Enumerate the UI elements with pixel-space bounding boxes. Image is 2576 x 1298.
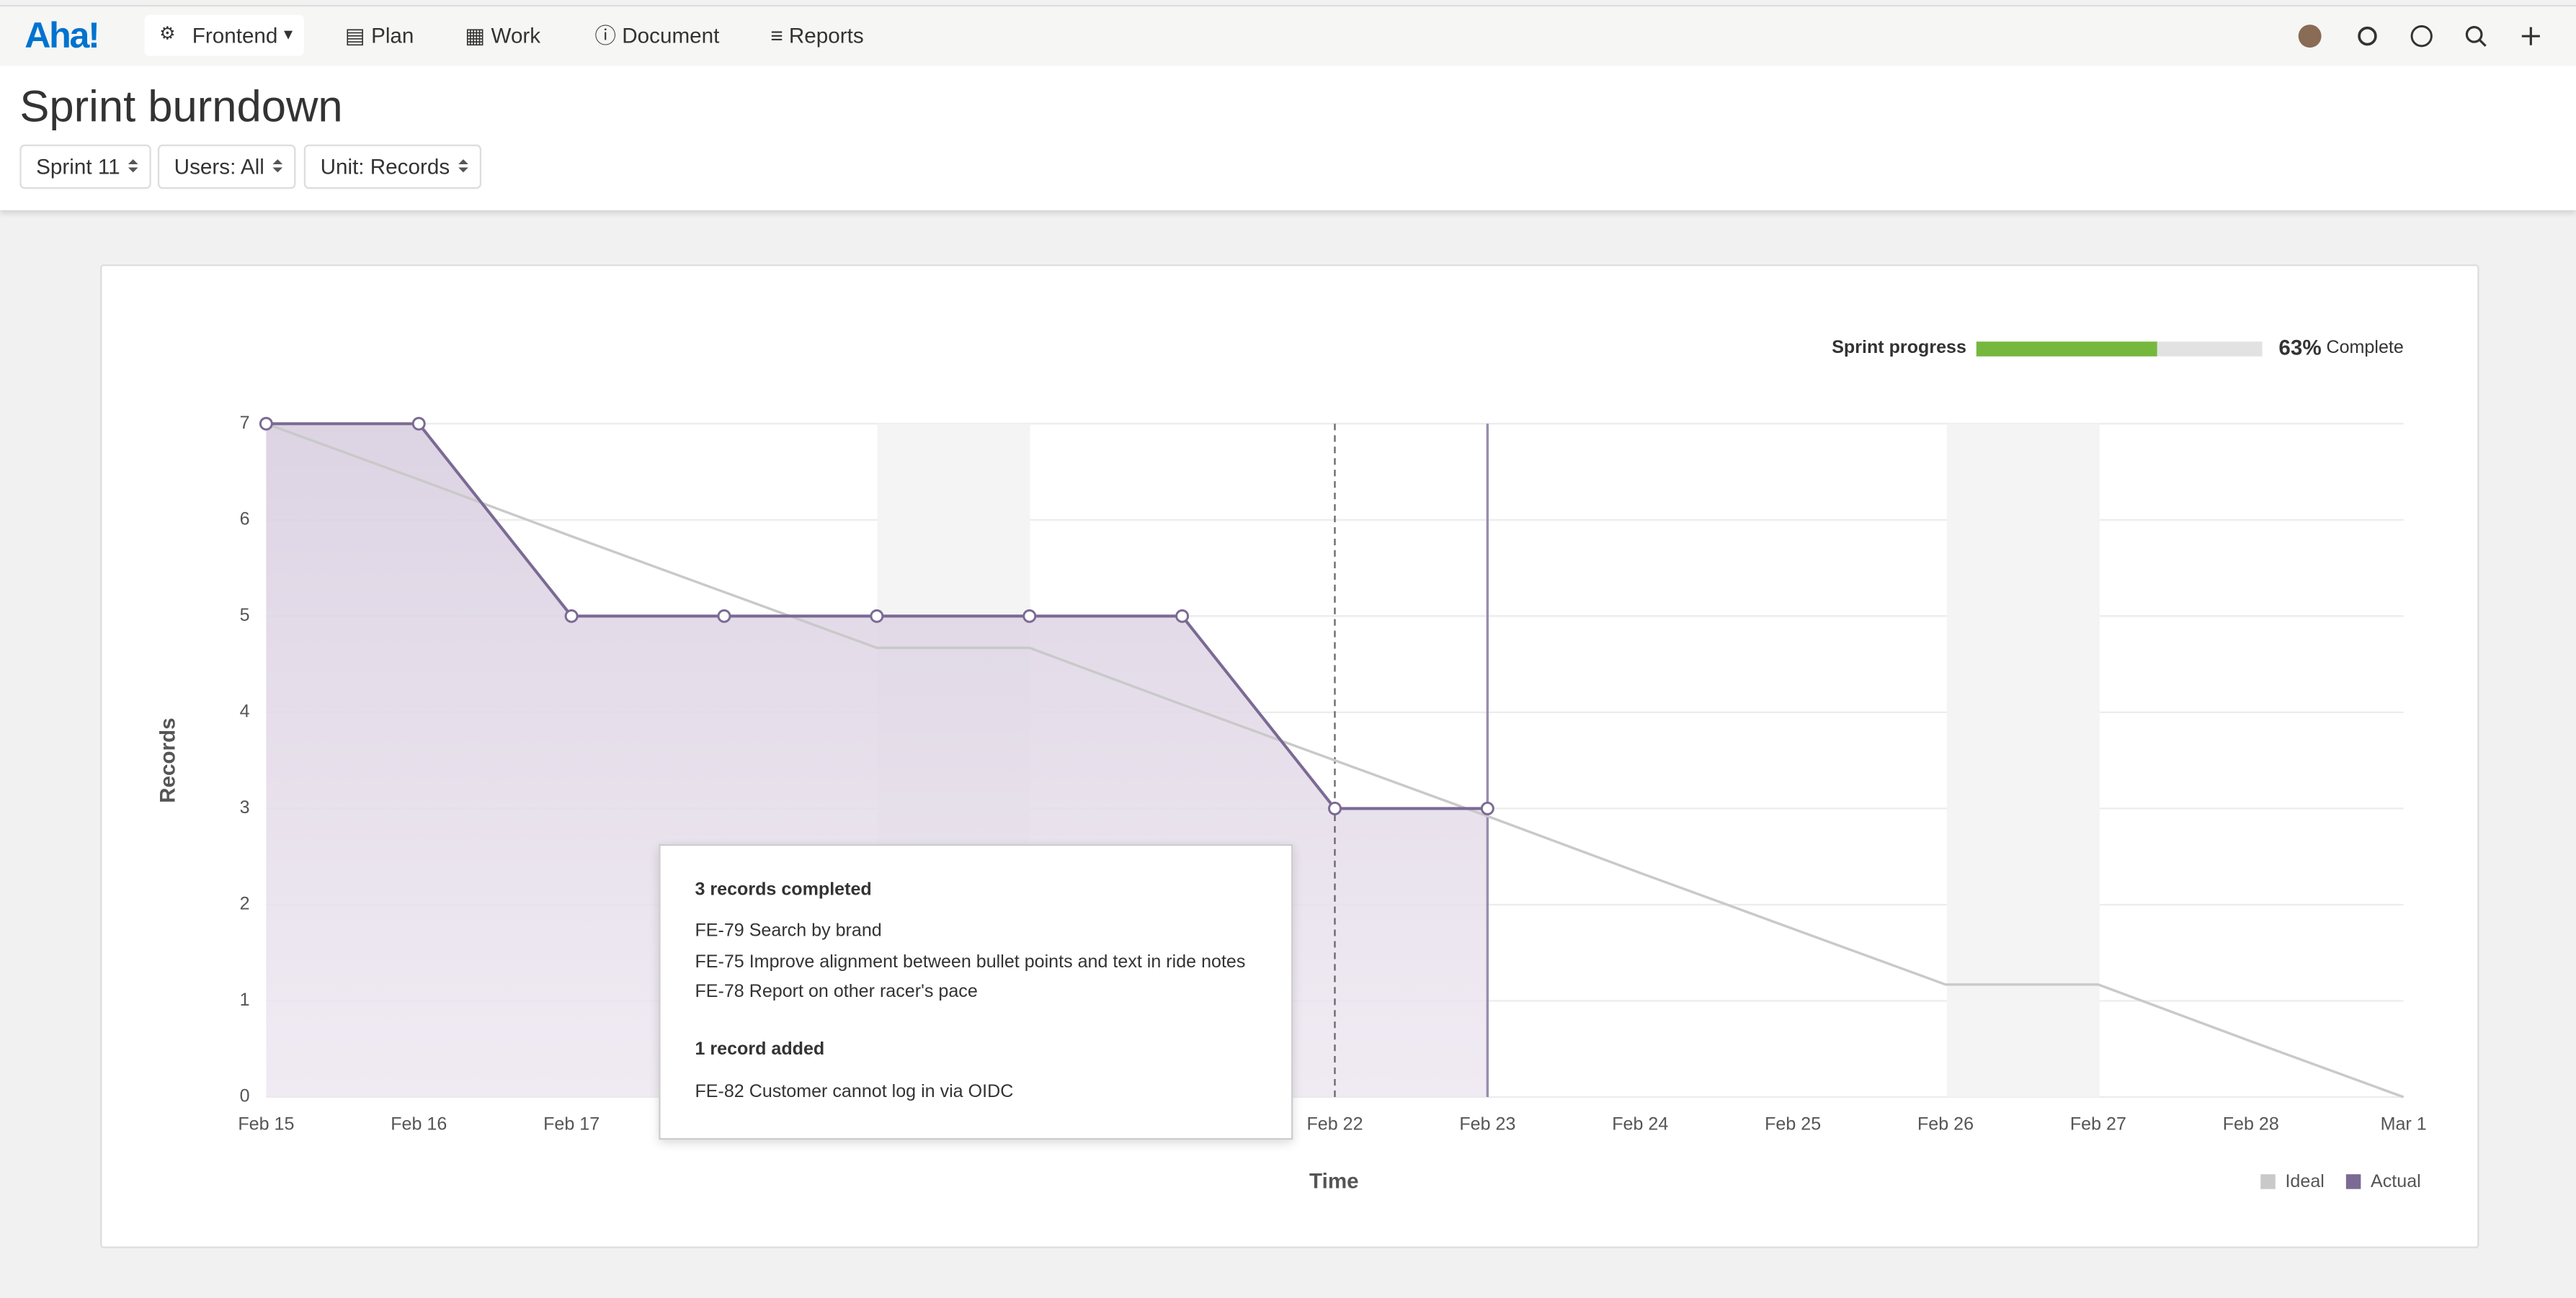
tooltip-item: FE-75 Improve alignment between bullet p… [695, 952, 1246, 972]
y-tick-label: 5 [240, 605, 250, 625]
actual-point [870, 609, 884, 623]
tooltip-heading: 1 record added [695, 1039, 825, 1060]
tooltip-item: FE-78 Report on other racer's pace [695, 982, 978, 1002]
x-tick-label: Feb 25 [1765, 1114, 1821, 1134]
progress-track [1976, 341, 2263, 357]
workspace-switcher[interactable]: ⚙ Frontend ▼ [144, 14, 304, 56]
x-tick-label: Feb 27 [2070, 1114, 2126, 1134]
y-tick-label: 7 [240, 413, 250, 433]
progress-fill [1976, 341, 2157, 357]
y-tick-label: 3 [240, 797, 250, 818]
nav-plan[interactable]: ▤ Plan [344, 22, 414, 48]
page-header: Sprint burndown Sprint 11 Users: All Uni… [0, 66, 2576, 210]
y-axis-label: Records [156, 717, 180, 803]
x-tick-label: Feb 22 [1306, 1114, 1363, 1134]
nav-label: Plan [371, 22, 414, 48]
sprint-progress: Sprint progress 63% Complete [1807, 335, 2415, 364]
y-tick-label: 6 [240, 509, 250, 529]
x-tick-label: Feb 17 [543, 1114, 600, 1134]
x-axis-label: Time [1309, 1169, 1359, 1193]
actual-point [564, 609, 579, 623]
x-tick-label: Feb 28 [2223, 1114, 2279, 1134]
legend-label: Actual [2371, 1171, 2421, 1191]
legend-swatch [2260, 1174, 2276, 1189]
y-tick-label: 0 [240, 1086, 250, 1106]
nav-work[interactable]: ▦ Work [465, 22, 541, 48]
x-tick-label: Feb 16 [391, 1114, 447, 1134]
unit-filter[interactable]: Unit: Records [303, 144, 481, 189]
legend-swatch [2345, 1174, 2361, 1189]
avatar[interactable] [2298, 24, 2322, 48]
nav-icons [2298, 24, 2540, 48]
settings-icon[interactable] [2358, 26, 2377, 46]
weekend-band [1946, 424, 2100, 1098]
logo[interactable]: Aha! [24, 14, 100, 56]
legend-label: Ideal [2285, 1171, 2324, 1191]
tooltip-item: FE-82 Customer cannot log in via OIDC [695, 1082, 1014, 1102]
y-tick-label: 2 [240, 894, 250, 914]
nav-label: Work [491, 22, 541, 48]
nav-reports[interactable]: ≡ Reports [770, 22, 864, 48]
actual-point [717, 609, 731, 623]
actual-point [1328, 801, 1342, 815]
tooltip-item: FE-79 Search by brand [695, 921, 882, 941]
x-tick-label: Feb 24 [1612, 1114, 1668, 1134]
nav-label: Reports [788, 22, 864, 48]
nav-label: Document [622, 22, 720, 48]
actual-point [259, 416, 273, 431]
workspace-name: Frontend [192, 22, 278, 48]
x-tick-label: Feb 23 [1459, 1114, 1515, 1134]
search-icon[interactable] [2465, 26, 2487, 47]
actual-point [1175, 609, 1190, 623]
progress-value: 63% [2278, 335, 2322, 360]
tooltip: 3 records completed FE-79 Search by bran… [659, 843, 1293, 1140]
actual-point [1480, 801, 1494, 815]
x-tick-label: Feb 15 [238, 1114, 294, 1134]
tooltip-heading: 3 records completed [695, 880, 872, 900]
y-tick-label: 4 [240, 701, 250, 721]
progress-label: Sprint progress [1832, 338, 1966, 359]
sprint-filter[interactable]: Sprint 11 [19, 144, 151, 189]
actual-point [1022, 609, 1037, 623]
top-nav: Aha! ⚙ Frontend ▼ ▤ Plan ▦ Work ⓘ Document… [0, 4, 2576, 68]
y-tick-label: 1 [240, 990, 250, 1010]
page-title: Sprint burndown [19, 82, 343, 132]
actual-point [411, 416, 426, 431]
x-tick-label: Feb 26 [1917, 1114, 1974, 1134]
ideal-line [265, 422, 2405, 1098]
add-icon[interactable] [2521, 27, 2540, 45]
x-tick-label: Mar 1 [2381, 1114, 2427, 1134]
nav-document[interactable]: ⓘ Document [594, 22, 720, 48]
progress-suffix: Complete [2326, 338, 2404, 359]
users-filter[interactable]: Users: All [157, 144, 296, 189]
help-icon[interactable] [2410, 24, 2433, 48]
